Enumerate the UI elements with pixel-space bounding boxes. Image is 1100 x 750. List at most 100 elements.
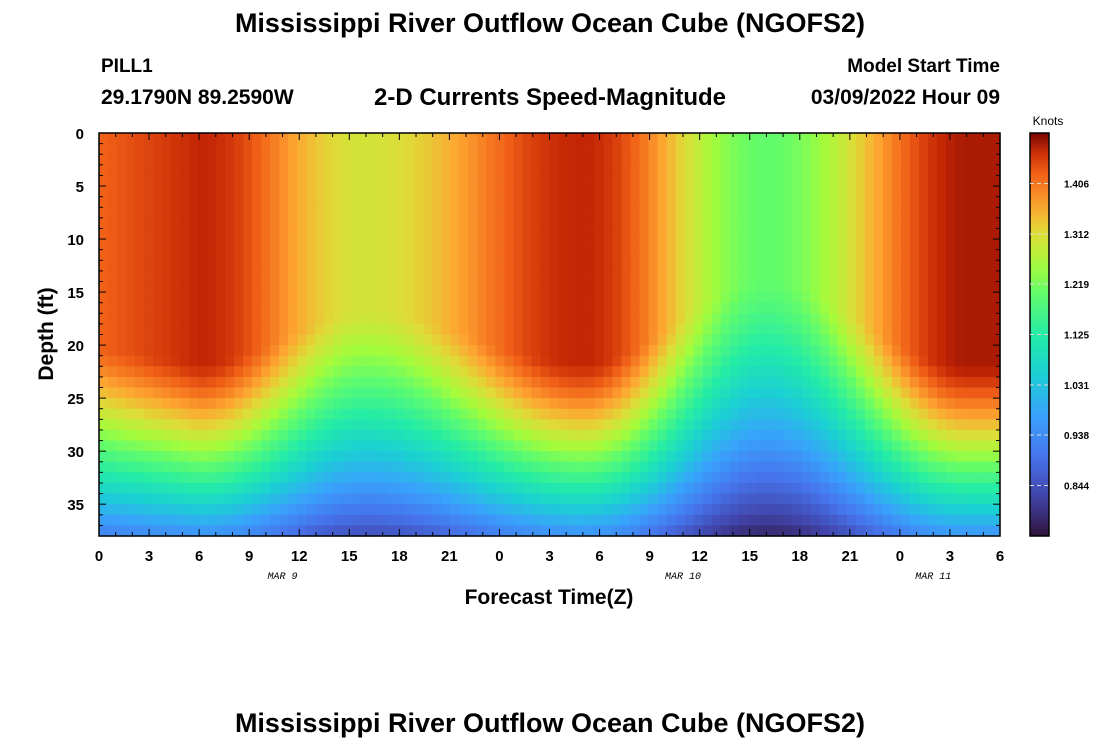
heatmap-cell	[441, 164, 451, 177]
heatmap-cell	[756, 133, 767, 145]
heatmap-cell	[495, 408, 506, 420]
x-tick-label: 9	[245, 548, 253, 565]
heatmap-cell	[567, 313, 578, 325]
heatmap-cell	[504, 419, 515, 431]
heatmap-cell	[567, 323, 578, 336]
heatmap-cell	[360, 292, 370, 304]
heatmap-cell	[612, 186, 623, 198]
heatmap-cell	[972, 514, 983, 526]
heatmap-cell	[774, 387, 785, 399]
heatmap-cell	[270, 228, 280, 240]
heatmap-cell	[522, 143, 533, 155]
heatmap-cell	[864, 376, 875, 389]
heatmap-cell	[198, 260, 208, 272]
heatmap-cell	[855, 504, 866, 516]
heatmap-cell	[918, 143, 929, 155]
heatmap-cell	[783, 334, 794, 346]
heatmap-cell	[513, 514, 524, 526]
heatmap-cell	[432, 143, 442, 155]
heatmap-cell	[315, 461, 325, 473]
heatmap-cell	[648, 429, 659, 442]
heatmap-cell	[513, 387, 524, 399]
heatmap-cell	[153, 239, 163, 251]
heatmap-cell	[243, 440, 253, 452]
heatmap-cell	[423, 302, 433, 314]
heatmap-cell	[873, 302, 884, 314]
heatmap-cell	[792, 440, 803, 452]
heatmap-cell	[279, 270, 289, 283]
heatmap-cell	[261, 345, 271, 357]
heatmap-cell	[630, 429, 641, 442]
heatmap-cell	[630, 239, 641, 251]
heatmap-cell	[297, 270, 307, 283]
heatmap-cell	[108, 270, 118, 283]
heatmap-cell	[198, 355, 208, 367]
heatmap-cell	[180, 196, 190, 208]
heatmap-cell	[387, 398, 397, 410]
heatmap-cell	[387, 154, 397, 166]
heatmap-cell	[108, 366, 118, 378]
heatmap-cell	[720, 196, 731, 208]
heatmap-cell	[522, 323, 533, 336]
heatmap-cell	[918, 270, 929, 283]
heatmap-cell	[450, 164, 460, 177]
heatmap-cell	[495, 525, 506, 537]
heatmap-cell	[405, 355, 415, 367]
heatmap-cell	[459, 514, 470, 526]
heatmap-cell	[495, 239, 506, 251]
heatmap-cell	[657, 196, 668, 208]
heatmap-cell	[927, 270, 938, 283]
heatmap-cell	[558, 472, 569, 484]
heatmap-cell	[639, 419, 650, 431]
heatmap-cell	[270, 302, 280, 314]
heatmap-cell	[441, 133, 451, 145]
heatmap-cell	[810, 143, 821, 155]
heatmap-cell	[531, 260, 542, 272]
heatmap-cell	[144, 239, 154, 251]
heatmap-cell	[450, 387, 460, 399]
heatmap-cell	[666, 281, 677, 293]
heatmap-cell	[126, 292, 136, 304]
heatmap-cell	[351, 196, 361, 208]
heatmap-cell	[828, 154, 839, 166]
heatmap-cell	[324, 514, 334, 526]
heatmap-cell	[765, 313, 776, 325]
heatmap-cell	[360, 472, 370, 484]
heatmap-cell	[702, 398, 713, 410]
heatmap-cell	[909, 451, 920, 463]
heatmap-cell	[621, 313, 632, 325]
heatmap-cell	[927, 408, 938, 420]
heatmap-cell	[882, 323, 893, 336]
heatmap-cell	[819, 239, 830, 251]
heatmap-cell	[828, 239, 839, 251]
heatmap-cell	[234, 186, 244, 198]
heatmap-cell	[117, 239, 127, 251]
heatmap-cell	[981, 186, 992, 198]
heatmap-cell	[369, 281, 379, 293]
heatmap-cell	[153, 292, 163, 304]
heatmap-cell	[675, 451, 686, 463]
heatmap-cell	[927, 334, 938, 346]
heatmap-cell	[180, 514, 190, 526]
heatmap-cell	[261, 175, 271, 187]
heatmap-cell	[351, 408, 361, 420]
colorbar-tick-label: 1.031	[1064, 381, 1089, 392]
heatmap-cell	[828, 196, 839, 208]
heatmap-cell	[837, 228, 848, 240]
heatmap-cell	[108, 376, 118, 389]
heatmap-cell	[792, 323, 803, 336]
heatmap-cell	[180, 217, 190, 230]
heatmap-cell	[153, 228, 163, 240]
heatmap-cell	[594, 217, 605, 230]
heatmap-cell	[198, 292, 208, 304]
heatmap-cell	[513, 164, 524, 177]
heatmap-cell	[117, 366, 127, 378]
heatmap-cell	[594, 207, 605, 219]
heatmap-cell	[477, 408, 488, 420]
heatmap-cell	[675, 366, 686, 378]
heatmap-cell	[567, 133, 578, 145]
heatmap-cell	[720, 334, 731, 346]
heatmap-cell	[522, 302, 533, 314]
heatmap-cell	[540, 514, 551, 526]
heatmap-cell	[459, 217, 470, 230]
